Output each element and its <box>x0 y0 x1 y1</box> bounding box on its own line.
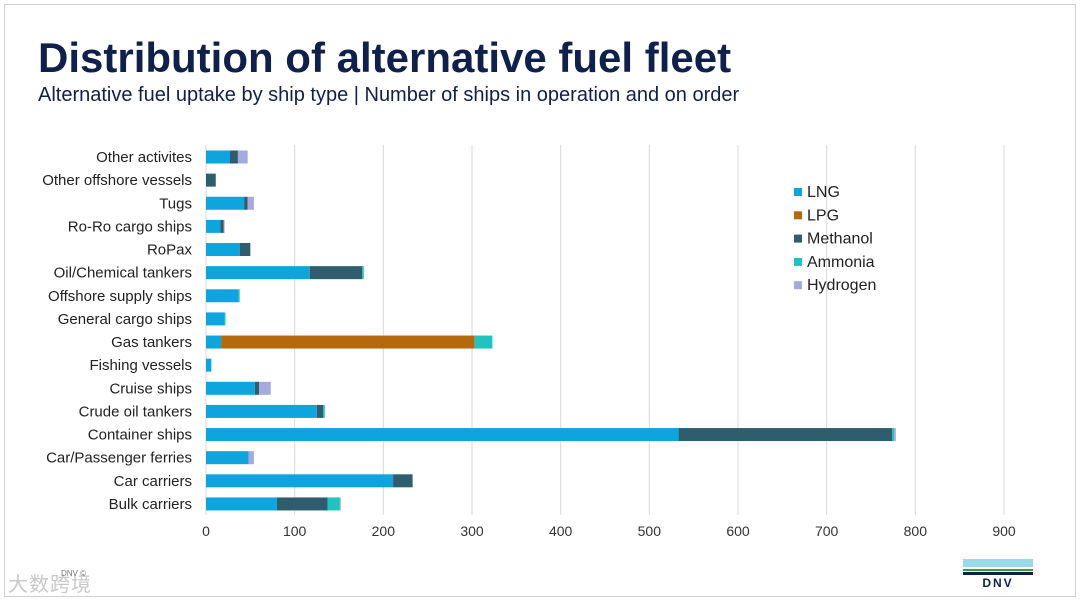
x-tick-label: 0 <box>202 523 210 539</box>
bar-segment-hydrogen <box>259 381 271 395</box>
legend-label: Methanol <box>807 231 873 248</box>
bar-segment-hydrogen <box>223 219 225 233</box>
watermark-text: 大数跨境 <box>8 572 92 596</box>
bar-segment-ammonia <box>238 289 240 303</box>
bar-segment-lng <box>206 404 317 418</box>
bar-segment-hydrogen <box>894 428 896 442</box>
category-label: Container ships <box>88 427 192 444</box>
x-tick-label: 100 <box>283 523 307 539</box>
bar-segment-lng <box>206 196 245 210</box>
slide-frame <box>4 4 1076 597</box>
category-label: Other activites <box>96 149 192 166</box>
page-title: Distribution of alternative fuel fleet <box>38 34 732 81</box>
bar-segment-lng <box>206 451 249 465</box>
bar-segment-ammonia <box>892 428 895 442</box>
legend-label: LNG <box>807 184 840 201</box>
legend-label: Hydrogen <box>807 277 876 294</box>
bar-segment-lpg <box>221 335 475 349</box>
legend-label: LPG <box>807 207 839 224</box>
category-label: Crude oil tankers <box>79 403 192 420</box>
bar-segment-lng <box>206 219 221 233</box>
bar-segment-lng <box>206 335 222 349</box>
bar-segment-methanol <box>309 266 363 280</box>
category-label: Gas tankers <box>111 334 192 351</box>
category-label: Tugs <box>159 195 192 212</box>
bar-segment-methanol <box>220 219 224 233</box>
x-tick-label: 400 <box>549 523 573 539</box>
chart-gridlines <box>205 145 1005 515</box>
dnv-logo: DNV <box>963 559 1033 591</box>
bar-segment-ammonia <box>224 312 226 326</box>
category-label: Cruise ships <box>109 380 192 397</box>
bar-segment-lng <box>206 312 225 326</box>
bar-segment-hydrogen <box>247 196 254 210</box>
bar-segment-methanol <box>239 243 251 257</box>
bar-segment-methanol <box>276 497 328 511</box>
bar-segment-lng <box>206 428 679 442</box>
bar-segment-ammonia <box>474 335 493 349</box>
bar-segment-lng <box>206 474 394 488</box>
bar-segment-ammonia <box>327 497 340 511</box>
x-tick-label: 700 <box>815 523 839 539</box>
x-tick-label: 600 <box>726 523 750 539</box>
x-tick-label: 900 <box>992 523 1016 539</box>
bar-segment-methanol <box>244 196 248 210</box>
x-tick-label: 300 <box>460 523 484 539</box>
chart-legend: LNG LPG Methanol Ammonia Hydrogen <box>794 184 876 294</box>
bar-segment-ammonia <box>362 266 364 280</box>
bar-segment-hydrogen <box>237 150 248 164</box>
bar-segment-lng <box>206 358 212 372</box>
legend-label: Ammonia <box>807 254 875 271</box>
chart-bars <box>206 150 896 511</box>
category-label: Car/Passenger ferries <box>46 450 192 467</box>
x-tick-label: 800 <box>904 523 928 539</box>
x-tick-label: 200 <box>372 523 396 539</box>
bar-segment-lng <box>206 289 239 303</box>
bar-segment-lng <box>206 150 230 164</box>
bar-segment-lng <box>206 243 240 257</box>
page-subtitle: Alternative fuel uptake by ship type | N… <box>38 84 740 106</box>
x-axis-tick-labels: 0 100 200 300 400 500 600 700 800 900 <box>202 523 1016 539</box>
bar-segment-methanol <box>393 474 413 488</box>
category-label: Car carriers <box>114 473 192 490</box>
category-label: General cargo ships <box>58 311 192 328</box>
legend-swatch <box>794 281 802 290</box>
bar-segment-methanol <box>254 381 260 395</box>
legend-swatch <box>794 234 802 243</box>
x-tick-label: 500 <box>638 523 662 539</box>
legend-swatch <box>794 188 802 196</box>
category-label: Bulk carriers <box>109 496 192 513</box>
category-label: Other offshore vessels <box>42 172 192 189</box>
bar-segment-methanol <box>316 404 324 418</box>
legend-swatch <box>794 211 802 220</box>
bar-segment-ammonia <box>323 404 325 418</box>
logo-text: DNV <box>982 576 1014 590</box>
category-label: Oil/Chemical tankers <box>54 265 192 282</box>
bar-segment-lng <box>206 381 255 395</box>
bar-segment-methanol <box>678 428 893 442</box>
category-label: Ro-Ro cargo ships <box>68 218 192 235</box>
footer-copyright: DNV © <box>61 569 87 578</box>
category-labels: Other activites Other offshore vessels Tug… <box>42 149 192 513</box>
legend-swatch <box>794 257 802 266</box>
bar-segment-lng <box>206 266 310 280</box>
bar-segment-methanol <box>229 150 238 164</box>
category-label: RoPax <box>147 242 193 259</box>
category-label: Fishing vessels <box>89 357 192 374</box>
bar-segment-lng <box>206 497 277 511</box>
category-label: Offshore supply ships <box>48 288 192 305</box>
bar-segment-methanol <box>206 173 216 187</box>
bar-segment-hydrogen <box>248 451 254 465</box>
bar-segment-hydrogen <box>339 497 341 511</box>
